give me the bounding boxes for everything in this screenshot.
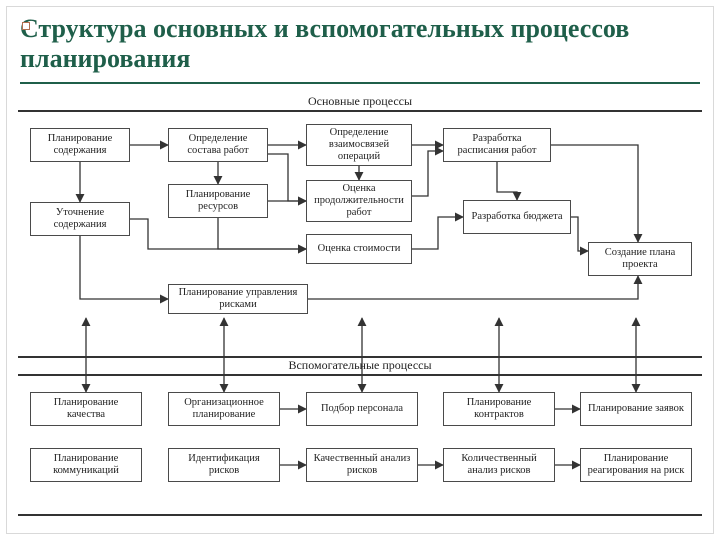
process-box-b3: Качественный анализ рисков bbox=[306, 448, 418, 482]
process-box-n4: Разработка расписания работ bbox=[443, 128, 551, 162]
edge-n9-n8 bbox=[412, 217, 463, 249]
process-box-a2: Организационное планирование bbox=[168, 392, 280, 426]
process-box-n3: Определение взаимосвязей операций bbox=[306, 124, 412, 166]
planning-diagram: Основные процессы Вспомогательные процес… bbox=[18, 96, 702, 526]
title-bullet-marker bbox=[22, 22, 30, 30]
process-box-a3: Подбор персонала bbox=[306, 392, 418, 426]
slide-title: Структура основных и вспомогательных про… bbox=[20, 14, 700, 74]
process-box-b1: Планирование коммуникаций bbox=[30, 448, 142, 482]
process-box-n11: Планирование управления рисками bbox=[168, 284, 308, 314]
process-box-b5: Планирование реагирования на риск bbox=[580, 448, 692, 482]
process-box-n7: Оценка продолжительности работ bbox=[306, 180, 412, 222]
process-box-n8: Разработка бюджета bbox=[463, 200, 571, 234]
edge-n4-n8 bbox=[497, 162, 517, 200]
section-bar bbox=[18, 374, 702, 376]
section-bar bbox=[18, 356, 702, 358]
process-box-n2: Определение состава работ bbox=[168, 128, 268, 162]
edge-n8-n10 bbox=[571, 217, 588, 251]
section-bar bbox=[18, 514, 702, 516]
section-bar bbox=[18, 110, 702, 112]
process-box-n10: Создание плана проекта bbox=[588, 242, 692, 276]
edge-n5-n11 bbox=[80, 236, 168, 299]
title-underline bbox=[20, 82, 700, 84]
process-box-b2: Идентификация рисков bbox=[168, 448, 280, 482]
process-box-n1: Планирование содержания bbox=[30, 128, 130, 162]
edge-n2-n7 bbox=[268, 154, 306, 201]
process-box-a1: Планирование качества bbox=[30, 392, 142, 426]
edge-n6-n9 bbox=[218, 218, 306, 249]
edge-n7-n4 bbox=[412, 151, 443, 196]
process-box-b4: Количественный анализ рисков bbox=[443, 448, 555, 482]
process-box-a5: Планирование заявок bbox=[580, 392, 692, 426]
process-box-n9: Оценка стоимости bbox=[306, 234, 412, 264]
process-box-n6: Планирование ресурсов bbox=[168, 184, 268, 218]
process-box-a4: Планирование контрактов bbox=[443, 392, 555, 426]
edge-n11-n10 bbox=[308, 276, 638, 299]
process-box-n5: Уточнение содержания bbox=[30, 202, 130, 236]
